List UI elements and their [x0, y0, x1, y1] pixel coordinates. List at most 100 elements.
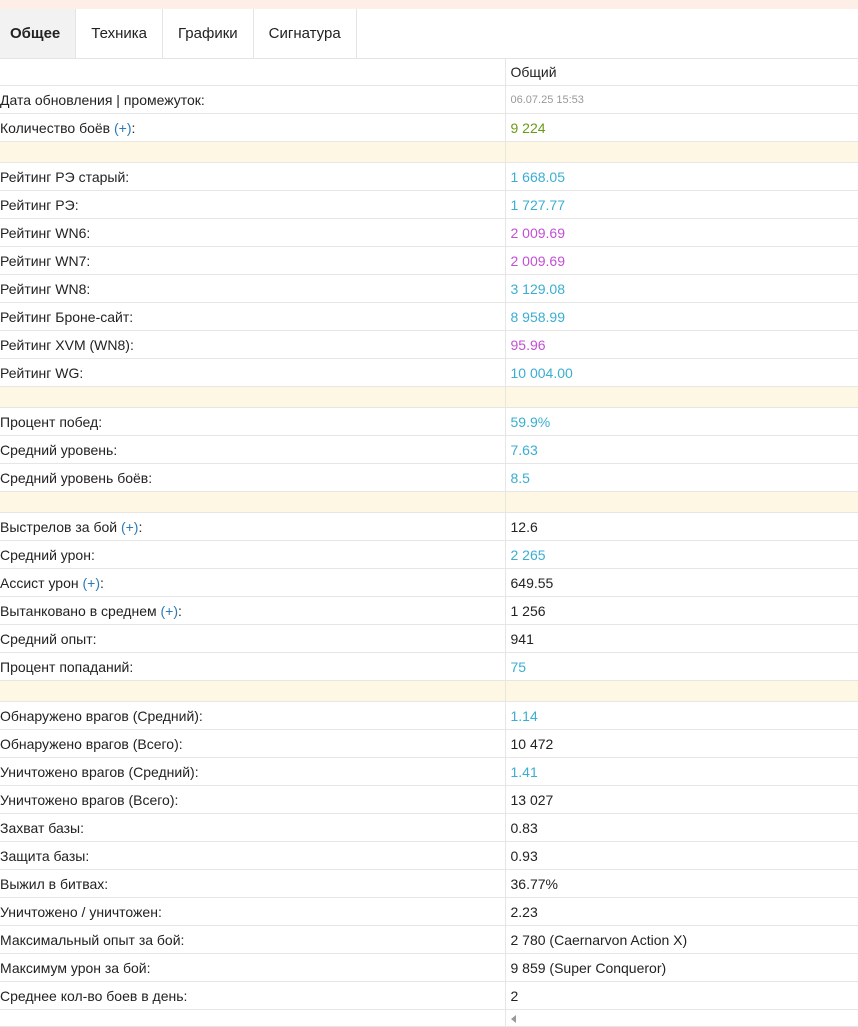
row-label: Процент попаданий:: [0, 652, 505, 681]
table-row: Выстрелов за бой (+): 12.6: [0, 512, 858, 541]
row-label: Средний опыт:: [0, 624, 505, 653]
row-label: Ассист урон (+):: [0, 568, 505, 597]
horizontal-scrollbar[interactable]: [0, 1009, 858, 1027]
table-row: Максимальный опыт за бой: 2 780 (Caernar…: [0, 925, 858, 954]
table-row: Выжил в битвах: 36.77%: [0, 869, 858, 898]
tab-general[interactable]: Общее: [0, 9, 77, 58]
table-row: Уничтожено врагов (Средний): 1.41: [0, 757, 858, 786]
row-label: Средний урон:: [0, 540, 505, 569]
table-row: Рейтинг WN8: 3 129.08: [0, 274, 858, 303]
table-row: Максимум урон за бой: 9 859 (Super Conqu…: [0, 953, 858, 982]
expand-assist-link[interactable]: (+): [82, 574, 101, 591]
header-empty-cell: [0, 59, 505, 86]
row-value: 9 859 (Super Conqueror): [504, 953, 858, 982]
expand-tanked-link[interactable]: (+): [160, 602, 179, 619]
row-label: Количество боёв (+):: [0, 113, 505, 142]
section-separator: [0, 680, 858, 702]
section-separator: [0, 386, 858, 408]
row-label: Уничтожено врагов (Всего):: [0, 785, 505, 814]
row-label: Процент побед:: [0, 407, 505, 436]
row-value: 10 004.00: [504, 358, 858, 387]
expand-battles-link[interactable]: (+): [114, 119, 132, 136]
label-suffix: :: [138, 518, 143, 535]
section-separator: [0, 141, 858, 163]
row-value: 13 027: [504, 785, 858, 814]
label-text: Выстрелов за бой: [0, 518, 121, 535]
table-row: Рейтинг WG: 10 004.00: [0, 358, 858, 387]
table-row: Рейтинг WN7: 2 009.69: [0, 246, 858, 275]
table-row: Рейтинг РЭ: 1 727.77: [0, 190, 858, 219]
row-label: Среднее кол-во боев в день:: [0, 981, 505, 1010]
expand-shots-link[interactable]: (+): [120, 518, 139, 535]
label-text: Ассист урон: [0, 574, 83, 591]
caret-left-icon[interactable]: [510, 1015, 516, 1023]
row-label: Рейтинг WN8:: [0, 274, 505, 303]
table-row: Обнаружено врагов (Средний): 1.14: [0, 701, 858, 730]
label-suffix: :: [131, 119, 136, 136]
row-value: 95.96: [504, 330, 858, 359]
tab-signature[interactable]: Сигнатура: [254, 9, 357, 58]
row-label: Максимум урон за бой:: [0, 953, 505, 982]
table-row: Количество боёв (+): 9 224: [0, 113, 858, 142]
row-value: 2.23: [504, 897, 858, 926]
row-label: Обнаружено врагов (Средний):: [0, 701, 505, 730]
header-column-general: Общий: [504, 59, 858, 86]
row-value: 2 009.69: [504, 246, 858, 275]
row-value: 75: [504, 652, 858, 681]
label-text: Количество боёв: [0, 119, 114, 136]
row-label: Рейтинг WN6:: [0, 218, 505, 247]
section-separator: [0, 491, 858, 513]
tab-charts[interactable]: Графики: [163, 9, 254, 58]
row-label: Выстрелов за бой (+):: [0, 512, 505, 541]
row-value: 2: [504, 981, 858, 1010]
row-label: Уничтожено врагов (Средний):: [0, 757, 505, 786]
row-label: Дата обновления | промежуток:: [0, 85, 505, 114]
row-value: 941: [504, 624, 858, 653]
table-row: Вытанковано в среднем (+): 1 256: [0, 596, 858, 625]
row-value: 649.55: [504, 568, 858, 597]
row-label: Обнаружено врагов (Всего):: [0, 729, 505, 758]
table-row: Среднее кол-во боев в день: 2: [0, 981, 858, 1010]
row-value: 8 958.99: [504, 302, 858, 331]
table-row: Средний урон: 2 265: [0, 540, 858, 569]
row-label: Средний уровень боёв:: [0, 463, 505, 492]
row-value: 0.93: [504, 841, 858, 870]
row-value: 1 727.77: [504, 190, 858, 219]
row-label: Рейтинг РЭ:: [0, 190, 505, 219]
table-row: Захват базы: 0.83: [0, 813, 858, 842]
row-value: 1.14: [504, 701, 858, 730]
row-value: 36.77%: [504, 869, 858, 898]
table-row: Рейтинг РЭ старый: 1 668.05: [0, 162, 858, 191]
row-label: Выжил в битвах:: [0, 869, 505, 898]
table-row: Защита базы: 0.93: [0, 841, 858, 870]
row-value: 3 129.08: [504, 274, 858, 303]
label-suffix: :: [178, 602, 182, 619]
row-label: Средний уровень:: [0, 435, 505, 464]
row-label: Рейтинг Броне-сайт:: [0, 302, 505, 331]
tab-bar: Общее Техника Графики Сигнатура: [0, 9, 858, 59]
row-label: Захват базы:: [0, 813, 505, 842]
row-label: Рейтинг XVM (WN8):: [0, 330, 505, 359]
row-value: 1.41: [504, 757, 858, 786]
row-label: Рейтинг РЭ старый:: [0, 162, 505, 191]
stats-table: Общий Дата обновления | промежуток: 06.0…: [0, 59, 858, 1027]
row-value: 8.5: [504, 463, 858, 492]
top-strip: [0, 0, 858, 9]
row-value: 10 472: [504, 729, 858, 758]
row-value: 7.63: [504, 435, 858, 464]
row-value: 2 265: [504, 540, 858, 569]
row-value: 06.07.25 15:53: [504, 85, 858, 114]
label-text: Вытанковано в среднем: [0, 602, 161, 619]
table-row: Рейтинг Броне-сайт: 8 958.99: [0, 302, 858, 331]
table-row: Дата обновления | промежуток: 06.07.25 1…: [0, 85, 858, 114]
row-label: Вытанковано в среднем (+):: [0, 596, 505, 625]
row-value: 1 256: [504, 596, 858, 625]
table-row: Уничтожено врагов (Всего): 13 027: [0, 785, 858, 814]
table-row: Уничтожено / уничтожен: 2.23: [0, 897, 858, 926]
table-row: Рейтинг WN6: 2 009.69: [0, 218, 858, 247]
row-value: 9 224: [504, 113, 858, 142]
row-label: Максимальный опыт за бой:: [0, 925, 505, 954]
table-row: Средний уровень боёв: 8.5: [0, 463, 858, 492]
tab-vehicles[interactable]: Техника: [76, 9, 164, 58]
table-row: Средний уровень: 7.63: [0, 435, 858, 464]
